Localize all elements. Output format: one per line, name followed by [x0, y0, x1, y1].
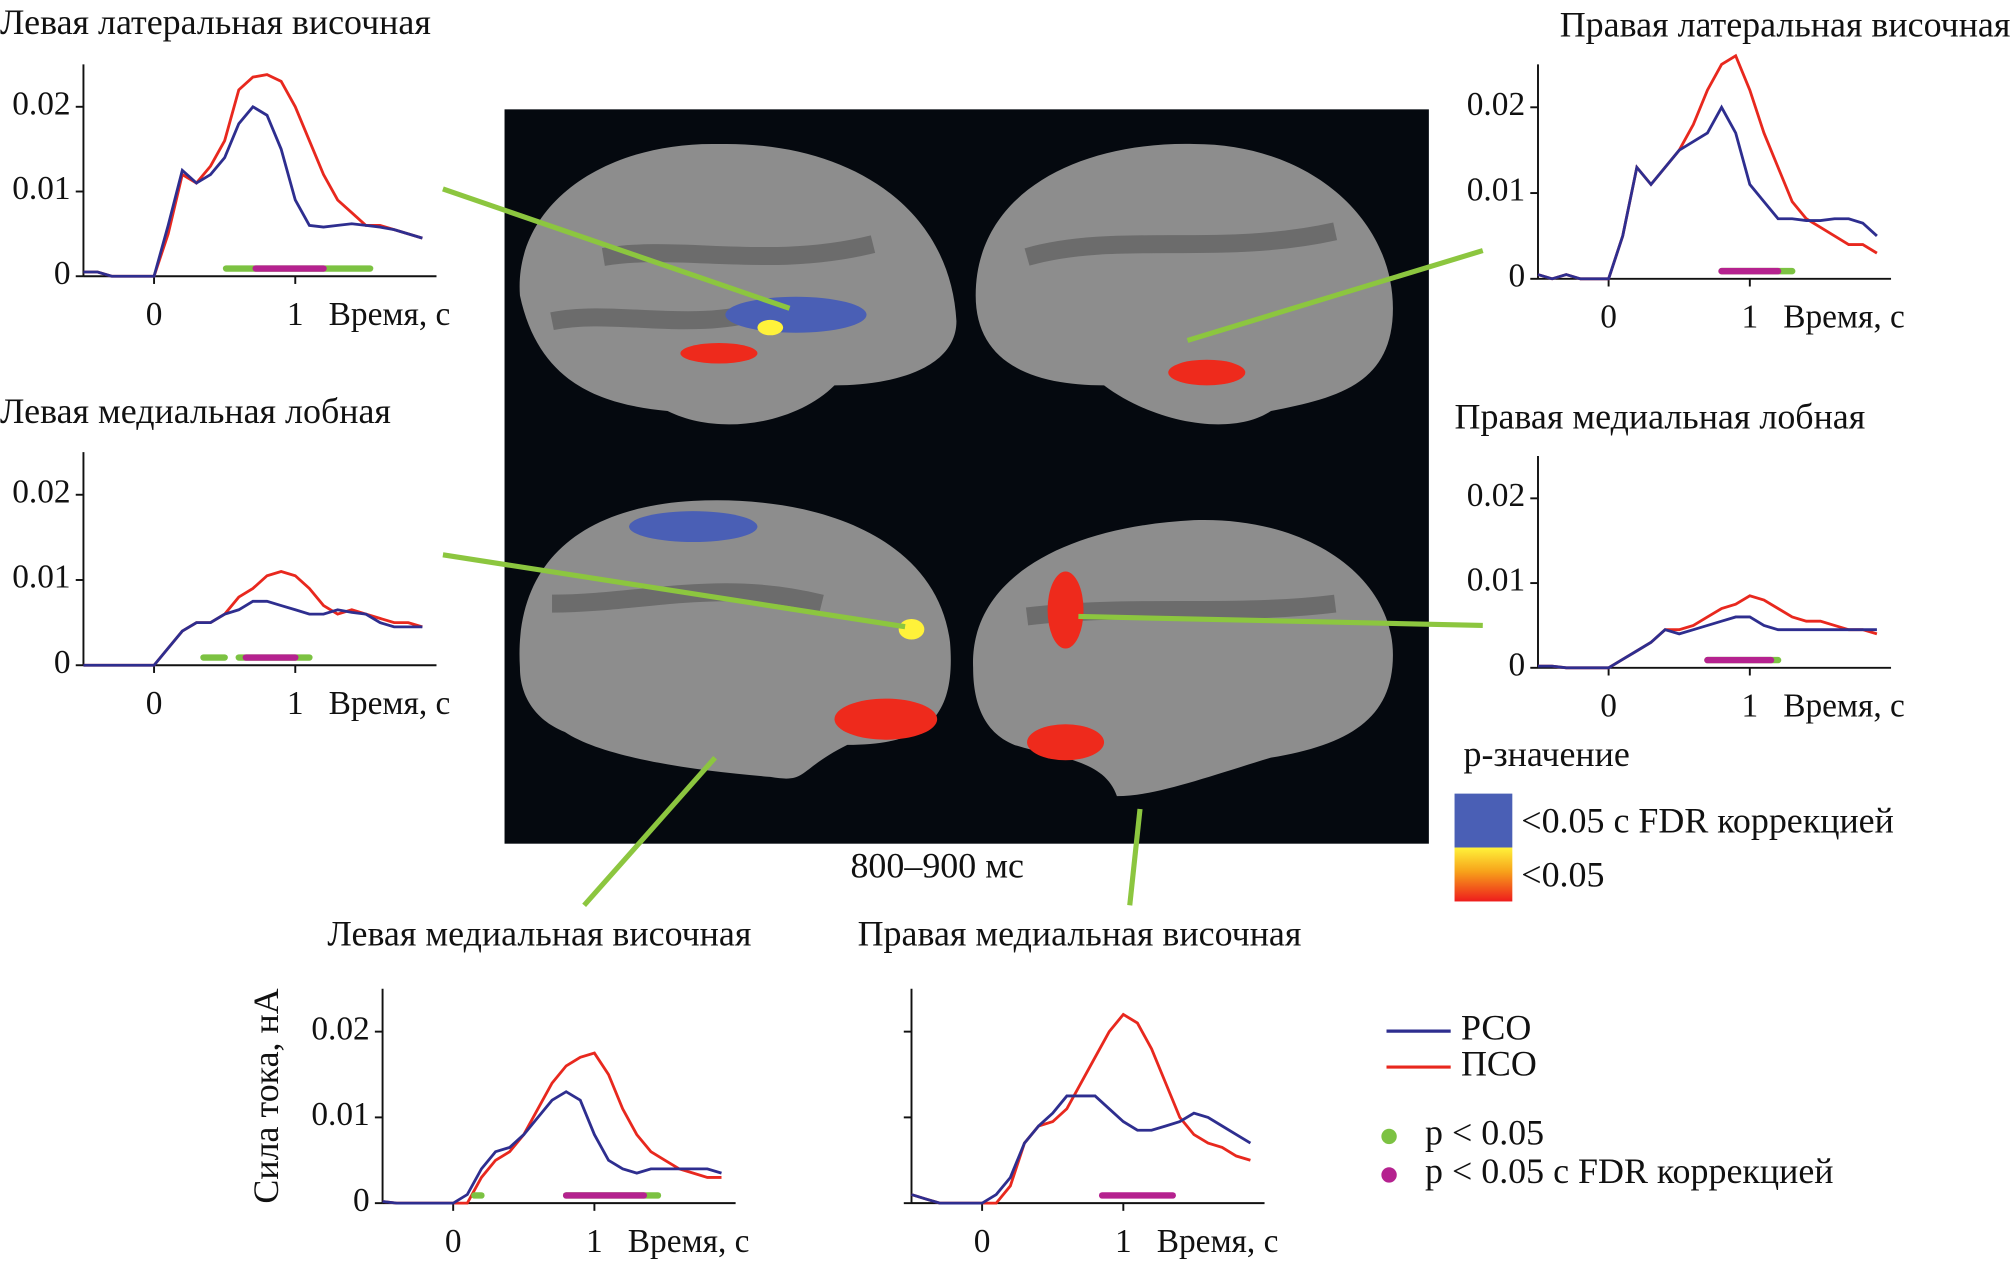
y-tick-label: 0.02 [12, 85, 70, 122]
x-tick-label: 0 [146, 685, 163, 722]
series-line [1537, 615, 1877, 670]
y-tick-label: 0.01 [311, 1096, 369, 1133]
legend-label: p < 0.05 с FDR коррекцией [1425, 1151, 1834, 1191]
y-tick-label: 0.02 [1467, 477, 1525, 514]
x-tick-label: 0 [974, 1223, 991, 1260]
y-tick-label: 0 [1508, 257, 1525, 294]
chart-title: Левая медиальная височная [327, 914, 751, 954]
x-tick-label: 1 [586, 1223, 603, 1260]
y-tick-label: 0 [353, 1182, 370, 1219]
y-tick-label: 0 [1508, 646, 1525, 683]
y-tick-label: 0 [54, 255, 71, 292]
chart-title: Правая латеральная височная [1560, 5, 2011, 45]
x-axis-label: Время, с [1157, 1223, 1279, 1260]
legend-label: ПСО [1461, 1043, 1537, 1083]
series-line [83, 599, 423, 667]
chart-title: Правая медиальная височная [858, 914, 1302, 954]
y-tick-label: 0.01 [12, 559, 70, 596]
y-tick-label: 0.02 [311, 1010, 369, 1047]
y-tick-label: 0.02 [12, 473, 70, 510]
y-axis-label: Сила тока, нА [246, 988, 286, 1203]
series-line [382, 1051, 722, 1205]
legend-label: p < 0.05 [1425, 1113, 1544, 1153]
y-tick-label: 0.01 [1467, 172, 1525, 209]
brain-image [504, 109, 1429, 844]
series-line [1537, 104, 1878, 281]
pvalue-label: <0.05 с FDR коррекцией [1521, 801, 1894, 841]
series-line [382, 1090, 722, 1205]
x-tick-label: 1 [1741, 299, 1758, 336]
x-tick-label: 0 [1600, 299, 1617, 336]
x-tick-label: 1 [1741, 688, 1758, 725]
x-axis-label: Время, с [329, 296, 451, 333]
connectors [442, 186, 1484, 908]
series-line [911, 1094, 1252, 1205]
x-tick-label: 1 [1115, 1223, 1132, 1260]
x-tick-label: 1 [287, 296, 304, 333]
y-tick-label: 0 [54, 644, 71, 681]
y-tick-label: 0.02 [1467, 86, 1525, 123]
x-tick-label: 1 [287, 685, 304, 722]
chart-title: Левая медиальная лобная [0, 391, 391, 431]
legend-label: РСО [1461, 1007, 1531, 1047]
brain-caption: 800–900 мс [850, 846, 1023, 886]
series-line [911, 1012, 1251, 1205]
pvalue-label: <0.05 [1521, 855, 1604, 895]
x-axis-label: Время, с [1783, 688, 1905, 725]
y-tick-label: 0.01 [1467, 562, 1525, 599]
series-line [83, 104, 423, 278]
x-axis-label: Время, с [329, 685, 451, 722]
x-axis-label: Время, с [1783, 299, 1905, 336]
legend-dot [1381, 1128, 1397, 1145]
chart-title: Правая медиальная лобная [1455, 396, 1866, 436]
pvalue-swatch [1454, 847, 1513, 902]
x-axis-label: Время, с [628, 1223, 750, 1260]
series-line [83, 73, 423, 278]
legend-dot [1381, 1167, 1397, 1183]
pvalue-title: p-значение [1464, 734, 1630, 774]
x-tick-label: 0 [1600, 688, 1617, 725]
x-tick-label: 0 [146, 296, 163, 333]
x-tick-label: 0 [445, 1223, 462, 1260]
pvalue-swatch [1454, 793, 1513, 848]
series-line [1537, 53, 1878, 281]
chart-title: Левая латеральная височная [0, 2, 431, 42]
y-tick-label: 0.01 [12, 170, 70, 207]
